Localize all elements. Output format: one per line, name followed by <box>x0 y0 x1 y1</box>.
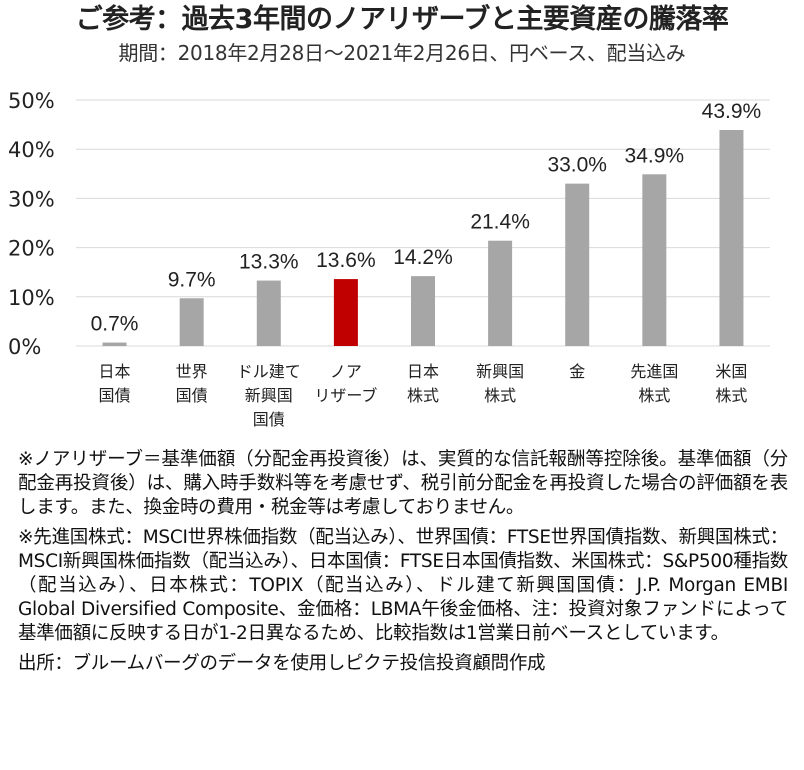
bar <box>488 240 513 346</box>
bar <box>256 280 281 346</box>
source-note: 出所：ブルームバーグのデータを使用しピクテ投信投資顧問作成 <box>18 653 546 674</box>
y-tick-label: 30% <box>8 187 55 211</box>
category-label: リザーブ <box>314 386 377 405</box>
category-label: 国債 <box>99 386 131 405</box>
category-label: 先進国 <box>630 362 678 381</box>
data-label: 13.3% <box>239 251 299 274</box>
category-label: 株式 <box>407 386 439 405</box>
data-label: 14.2% <box>393 246 453 269</box>
category-label: ドル建て <box>237 362 301 381</box>
category-label: ノア <box>330 362 362 381</box>
category-label: 金 <box>569 362 585 381</box>
y-tick-label: 50% <box>8 89 55 113</box>
category-label: 国債 <box>253 410 285 429</box>
category-label: 日本 <box>99 362 131 381</box>
category-label: 株式 <box>715 386 747 405</box>
category-label: 国債 <box>176 386 208 405</box>
bar <box>333 279 358 346</box>
y-tick-label: 0% <box>8 335 41 359</box>
footnote-indices: ※先進国株式：MSCI世界株価指数（配当込み）、世界国債：FTSE世界国債指数、… <box>18 527 788 644</box>
bar <box>565 183 590 346</box>
footnote-noah-reserve: ※ノアリザーブ＝基準価額（分配金再投資後）は、実質的な信託報酬等控除後。基準価額… <box>18 449 788 518</box>
data-label: 21.4% <box>470 211 530 234</box>
bar <box>102 342 127 346</box>
y-tick-label: 20% <box>8 237 55 261</box>
category-label: 新興国 <box>476 362 524 381</box>
data-label: 9.7% <box>168 268 216 291</box>
category-label: 世界 <box>176 362 208 381</box>
bar <box>719 130 744 346</box>
data-label: 34.9% <box>625 144 685 167</box>
data-label: 13.6% <box>316 249 376 272</box>
data-labels: 0.7% 9.7% 13.3% 13.6% 14.2% 21.4% 33.0% 34.9% 43… <box>91 100 762 336</box>
y-tick-label: 40% <box>8 138 55 162</box>
category-label: 株式 <box>638 386 670 405</box>
category-label: 新興国 <box>245 386 293 405</box>
category-label: 株式 <box>484 386 516 405</box>
bar <box>179 298 204 346</box>
bar-chart: 0% 10% 20% 30% 40% 50% 0.7% 9.7% 13.3% 13.6% 14.2… <box>8 89 770 429</box>
footnotes: ※ノアリザーブ＝基準価額（分配金再投資後）は、実質的な信託報酬等控除後。基準価額… <box>18 448 788 676</box>
data-label: 0.7% <box>91 313 139 336</box>
category-label: 日本 <box>407 362 439 381</box>
bars <box>102 130 744 346</box>
data-label: 43.9% <box>702 100 762 123</box>
y-axis-tick-labels: 0% 10% 20% 30% 40% 50% <box>8 89 55 359</box>
data-label: 33.0% <box>547 154 607 177</box>
category-label: 米国 <box>715 362 747 381</box>
chart-subtitle: 期間：2018年2月28日～2021年2月26日、円ベース、配当込み <box>118 41 686 65</box>
bar <box>642 174 667 346</box>
y-tick-label: 10% <box>8 286 55 310</box>
chart-title: ご参考：過去3年間のノアリザーブと主要資産の騰落率 <box>75 4 729 35</box>
bar <box>411 276 435 346</box>
